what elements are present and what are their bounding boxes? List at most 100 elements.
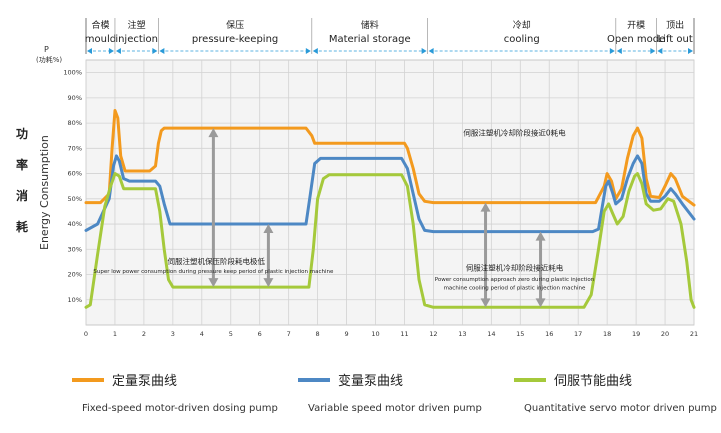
x-tick-label: 18 bbox=[603, 330, 611, 338]
side-label-zh-char: 率 bbox=[16, 157, 28, 172]
phase-arrow-left bbox=[657, 48, 663, 54]
annotation-zh: 伺服注塑机保压阶段耗电极低 bbox=[168, 256, 266, 266]
phase-header: 合模 mould 注塑 injection 保压 pressure-keeping 储料 Ma… bbox=[85, 18, 695, 54]
series-lines bbox=[84, 109, 696, 309]
annotation-en: machine cooling period of plastic inject… bbox=[444, 286, 586, 292]
phase-label-en: Open mode bbox=[607, 34, 665, 45]
phase-arrow-left bbox=[428, 48, 434, 54]
phase-label-zh: 注塑 bbox=[128, 19, 146, 31]
x-tick-label: 17 bbox=[574, 330, 582, 338]
annotation-zh: 伺服注塑机冷却阶段接近0耗电 bbox=[463, 128, 566, 138]
x-tick-label: 1 bbox=[113, 330, 117, 338]
double-arrow-head-up bbox=[263, 224, 274, 234]
double-arrow-head-down bbox=[208, 278, 219, 288]
phase-label-zh: 开模 bbox=[627, 20, 645, 31]
phase-label-zh: 合模 bbox=[91, 19, 109, 31]
phase-arrow-left bbox=[616, 48, 622, 54]
y-tick-label: 30% bbox=[68, 245, 82, 253]
side-label-en: Energy Consumption bbox=[38, 135, 51, 250]
x-tick-label: 7 bbox=[287, 330, 291, 338]
phase-label-en: Material storage bbox=[329, 34, 411, 45]
x-tick-label: 14 bbox=[487, 330, 495, 338]
x-tick-label: 4 bbox=[200, 330, 204, 338]
x-tick-label: 21 bbox=[690, 330, 698, 338]
legend: 定量泵曲线 Fixed-speed motor-driven dosing pum… bbox=[72, 373, 717, 414]
y-tick-label: 50% bbox=[68, 195, 82, 203]
side-label-zh-char: 耗 bbox=[16, 219, 28, 234]
y-tick-label: 10% bbox=[68, 296, 82, 304]
grid bbox=[85, 59, 695, 326]
phase-arrow-left bbox=[312, 48, 318, 54]
double-arrow-head-down bbox=[263, 278, 274, 288]
phase-arrow-right bbox=[609, 48, 615, 54]
y-tick-label: 60% bbox=[68, 170, 82, 178]
phase-label-en: Lift out bbox=[658, 34, 693, 45]
x-tick-label: 15 bbox=[516, 330, 524, 338]
x-tick-label: 8 bbox=[316, 330, 320, 338]
phase-arrow-right bbox=[305, 48, 311, 54]
phase-arrow-right bbox=[650, 48, 656, 54]
x-tick-label: 3 bbox=[171, 330, 175, 338]
legend-label-en: Fixed-speed motor-driven dosing pump bbox=[82, 403, 278, 414]
phase-label-en: pressure-keeping bbox=[192, 34, 278, 45]
phase-label-en: cooling bbox=[504, 34, 540, 45]
annotation-zh: 伺服注塑机冷却阶段接近耗电 bbox=[466, 263, 564, 273]
x-tick-label: 11 bbox=[400, 330, 408, 338]
double-arrow-head-up bbox=[208, 128, 219, 138]
side-label-zh-char: 消 bbox=[16, 188, 28, 203]
legend-label-en: Quantitative servo motor driven pump bbox=[524, 403, 717, 414]
annotations: 伺服注塑机保压阶段耗电极低 Super low power consumption… bbox=[93, 128, 594, 292]
double-arrow-head-down bbox=[480, 298, 491, 308]
y-tick-label: 70% bbox=[68, 144, 82, 152]
x-tick-label: 13 bbox=[458, 330, 466, 338]
y-tick-label: 40% bbox=[68, 220, 82, 228]
phase-arrow-right bbox=[421, 48, 427, 54]
x-tick-label: 19 bbox=[632, 330, 640, 338]
series-line bbox=[84, 172, 696, 309]
y-axis-label: P bbox=[44, 45, 49, 54]
phase-arrow-left bbox=[115, 48, 121, 54]
phase-label-en: injection bbox=[115, 34, 158, 45]
legend-label-zh: 伺服节能曲线 bbox=[554, 374, 632, 389]
phase-label-zh: 顶出 bbox=[666, 19, 684, 31]
x-tick-label: 2 bbox=[142, 330, 146, 338]
legend-label-zh: 变量泵曲线 bbox=[338, 373, 403, 389]
phase-arrow-left bbox=[87, 48, 92, 54]
y-tick-label: 20% bbox=[68, 271, 82, 279]
phase-arrow-right bbox=[688, 48, 693, 54]
double-arrow-head-down bbox=[535, 298, 546, 308]
series-line bbox=[84, 109, 696, 207]
plot-area bbox=[85, 59, 695, 326]
annotation-en: Super low power consumption during press… bbox=[93, 269, 334, 275]
phase-label-zh: 保压 bbox=[226, 19, 244, 31]
y-axis-unit: (功耗%) bbox=[36, 55, 62, 64]
phase-label-zh: 储料 bbox=[361, 19, 379, 31]
phase-arrow-right bbox=[152, 48, 158, 54]
y-tick-label: 100% bbox=[63, 69, 82, 77]
x-tick-label: 16 bbox=[545, 330, 553, 338]
phase-arrow-right bbox=[108, 48, 114, 54]
phase-label-zh: 冷却 bbox=[513, 19, 531, 31]
phase-arrow-left bbox=[159, 48, 165, 54]
annotation-en: Power consumption approach zero during p… bbox=[435, 277, 595, 283]
side-label-zh-char: 功 bbox=[16, 126, 28, 141]
x-tick-label: 10 bbox=[371, 330, 379, 338]
double-arrow-head-up bbox=[535, 231, 546, 241]
x-tick-label: 5 bbox=[229, 330, 233, 338]
series-line bbox=[84, 154, 696, 234]
x-tick-label: 9 bbox=[345, 330, 349, 338]
y-tick-label: 80% bbox=[68, 119, 82, 127]
y-tick-label: 90% bbox=[68, 94, 82, 102]
legend-label-en: Variable speed motor driven pump bbox=[308, 403, 482, 414]
phase-label-en: mould bbox=[85, 34, 116, 45]
x-tick-label: 12 bbox=[429, 330, 437, 338]
x-tick-label: 0 bbox=[84, 330, 88, 338]
axes: P (功耗%) 10% 20% 30% 40% 50% 60% 70% 80% 90% 100% 0… bbox=[36, 45, 698, 338]
x-tick-label: 6 bbox=[258, 330, 262, 338]
arrows bbox=[208, 128, 546, 308]
legend-label-zh: 定量泵曲线 bbox=[112, 374, 177, 389]
x-tick-label: 20 bbox=[661, 330, 669, 338]
double-arrow-head-up bbox=[480, 202, 491, 212]
